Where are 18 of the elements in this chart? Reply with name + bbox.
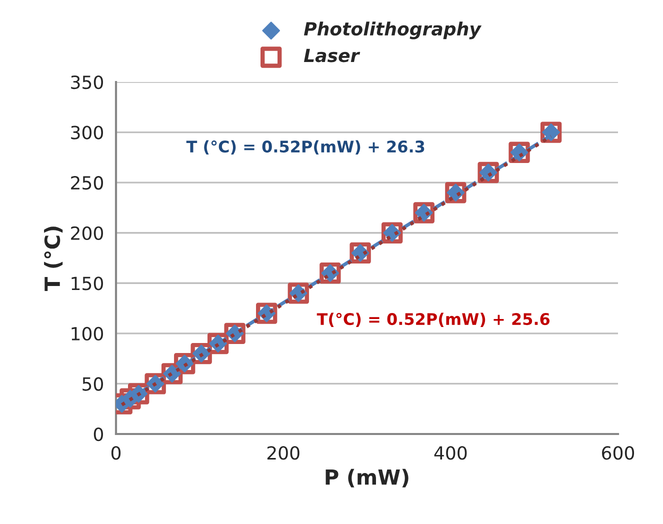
x-tick-label: 600 bbox=[602, 446, 634, 460]
y-tick-label: 50 bbox=[82, 377, 103, 391]
y-tick-label: 300 bbox=[71, 126, 103, 140]
annotation: T (°C) = 0.52P(mW) + 26.3 bbox=[186, 140, 424, 155]
y-axis-title: T (°C) bbox=[44, 226, 63, 292]
x-tick-label: 400 bbox=[434, 446, 467, 460]
y-tick-label: 200 bbox=[71, 226, 103, 240]
y-tick-label: 100 bbox=[72, 326, 103, 341]
x-axis-title: P (mW) bbox=[326, 468, 408, 488]
legend-label: Laser bbox=[304, 48, 360, 62]
annotation: T(°C) = 0.52P(mW) + 25.6 bbox=[316, 312, 550, 327]
y-tick-label: 0 bbox=[94, 427, 103, 442]
legend-label: Photolithography bbox=[304, 22, 482, 40]
x-tick-label: 0 bbox=[111, 446, 121, 460]
y-tick-label: 250 bbox=[71, 176, 103, 190]
y-tick-label: 350 bbox=[71, 75, 103, 90]
y-tick-label: 150 bbox=[72, 276, 103, 290]
x-tick-label: 200 bbox=[267, 446, 300, 460]
